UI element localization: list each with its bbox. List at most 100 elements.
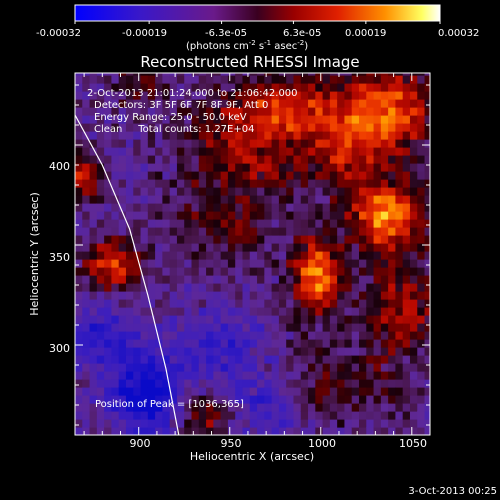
heatmap-cell [249, 411, 258, 420]
heatmap-cell [249, 179, 258, 188]
heatmap-cell [257, 91, 265, 100]
heatmap-cell [104, 251, 113, 260]
heatmap-cell [257, 379, 265, 388]
heatmap-cell [169, 275, 178, 284]
heatmap-cell [176, 227, 185, 236]
heatmap-cell [388, 235, 397, 244]
heatmap-cell [213, 259, 222, 268]
heatmap-cell [293, 387, 302, 396]
heatmap-cell [155, 267, 163, 276]
heatmap-cell [286, 115, 295, 124]
heatmap-cell [424, 73, 430, 76]
heatmap-cell [147, 211, 156, 220]
heatmap-cell [206, 339, 214, 348]
heatmap-cell [176, 339, 185, 348]
heatmap-cell [118, 73, 127, 76]
heatmap-cell [104, 395, 113, 404]
heatmap-cell [344, 427, 353, 435]
heatmap-cell [380, 411, 389, 420]
heatmap-cell [176, 299, 185, 308]
annotation-detectors: Detectors: 3F 5F 6F 7F 8F 9F, Att 0 [94, 100, 268, 111]
heatmap-cell [373, 347, 382, 356]
heatmap-cell [75, 347, 83, 356]
heatmap-cell [337, 163, 346, 172]
heatmap-cell [140, 139, 149, 148]
heatmap-cell [257, 363, 265, 372]
heatmap-cell [257, 171, 265, 180]
heatmap-cell [213, 235, 222, 244]
heatmap-cell [424, 171, 430, 180]
heatmap-cell [344, 395, 353, 404]
heatmap-cell [184, 227, 193, 236]
heatmap-cell [104, 323, 113, 332]
heatmap-cell [409, 427, 418, 435]
heatmap-cell [75, 411, 83, 420]
heatmap-cell [227, 275, 236, 284]
heatmap-cell [249, 251, 258, 260]
heatmap-cell [206, 179, 214, 188]
heatmap-cell [329, 411, 338, 420]
heatmap-cell [322, 243, 331, 252]
heatmap-cell [264, 323, 273, 332]
heatmap-cell [424, 187, 430, 196]
heatmap-cell [147, 387, 156, 396]
heatmap-cell [235, 275, 244, 284]
heatmap-cell [344, 371, 353, 380]
heatmap-cell [213, 219, 222, 228]
heatmap-cell [206, 235, 214, 244]
heatmap-cell [271, 115, 280, 124]
heatmap-cell [242, 323, 251, 332]
heatmap-cell [278, 179, 287, 188]
heatmap-cell [184, 83, 193, 92]
heatmap-cell [402, 171, 411, 180]
heatmap-cell [104, 235, 113, 244]
heatmap-cell [278, 107, 287, 116]
heatmap-cell [264, 283, 273, 292]
heatmap-cell [373, 147, 382, 156]
heatmap-cell [402, 155, 411, 164]
heatmap-cell [278, 75, 287, 84]
heatmap-cell [351, 91, 360, 100]
heatmap-cell [388, 91, 397, 100]
heatmap-cell [140, 179, 149, 188]
heatmap-cell [329, 355, 338, 364]
heatmap-cell [417, 195, 426, 204]
heatmap-cell [402, 83, 411, 92]
heatmap-cell [147, 419, 156, 428]
heatmap-cell [257, 339, 265, 348]
heatmap-cell [264, 267, 273, 276]
heatmap-cell [206, 419, 214, 428]
heatmap-cell [184, 331, 193, 340]
heatmap-cell [424, 283, 430, 292]
heatmap-cell [395, 227, 404, 236]
heatmap-cell [75, 227, 83, 236]
heatmap-cell [96, 155, 105, 164]
annotation-peak: Position of Peak = [1036,365] [95, 399, 244, 410]
heatmap-cell [184, 163, 193, 172]
heatmap-cell [308, 203, 316, 212]
heatmap-cell [271, 299, 280, 308]
heatmap-cell [213, 211, 222, 220]
heatmap-cell [344, 131, 353, 140]
heatmap-cell [264, 307, 273, 316]
heatmap-cell [286, 315, 295, 324]
heatmap-cell [402, 307, 411, 316]
heatmap-cell [293, 179, 302, 188]
heatmap-cell [402, 363, 411, 372]
heatmap-cell [96, 331, 105, 340]
heatmap-cell [89, 379, 98, 388]
heatmap-cell [308, 275, 316, 284]
heatmap-cell [82, 307, 91, 316]
heatmap-cell [169, 339, 178, 348]
heatmap-cell [75, 315, 83, 324]
heatmap-cell [351, 355, 360, 364]
heatmap-cell [111, 355, 120, 364]
heatmap-cell [424, 227, 430, 236]
heatmap-cell [104, 347, 113, 356]
heatmap-cell [155, 427, 163, 435]
heatmap-cell [271, 227, 280, 236]
heatmap-cell [264, 347, 273, 356]
heatmap-cell [140, 315, 149, 324]
heatmap-cell [111, 195, 120, 204]
heatmap-cell [89, 395, 98, 404]
